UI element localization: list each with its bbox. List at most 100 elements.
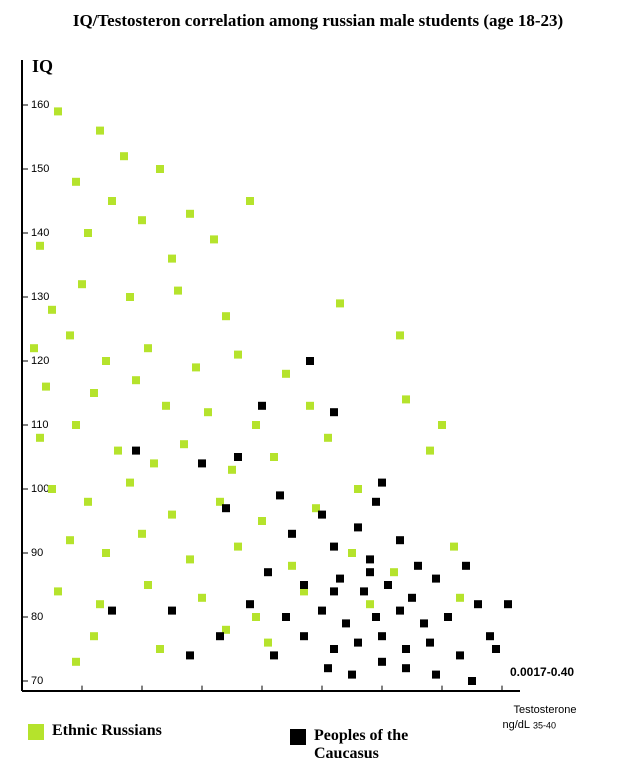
point <box>492 645 500 653</box>
point <box>90 389 98 397</box>
point <box>96 600 104 609</box>
point <box>258 517 266 525</box>
point <box>270 453 278 461</box>
point <box>120 152 128 161</box>
chart-title: IQ/Testosteron correlation among russian… <box>73 11 563 30</box>
point <box>264 638 272 647</box>
point <box>432 574 440 583</box>
point <box>426 446 434 455</box>
legend-label: Ethnic Russians <box>52 722 162 739</box>
point <box>378 478 386 487</box>
y-tick-label: 100 <box>31 483 49 495</box>
point <box>402 664 410 673</box>
point <box>288 561 296 570</box>
point <box>54 587 62 596</box>
x-axis-unit-range: 35-40 <box>533 720 556 730</box>
point <box>324 664 332 673</box>
point <box>360 587 368 596</box>
point <box>474 600 482 609</box>
point <box>300 581 308 589</box>
point <box>306 401 314 410</box>
point <box>222 504 230 513</box>
point <box>330 408 338 417</box>
point <box>66 536 74 545</box>
point <box>312 504 320 513</box>
point <box>144 581 152 589</box>
point <box>222 625 230 634</box>
point <box>354 523 362 532</box>
point <box>324 433 332 442</box>
y-tick-label: 160 <box>31 99 49 111</box>
point <box>78 280 86 289</box>
point <box>168 510 176 519</box>
point <box>354 485 362 493</box>
y-tick-label: 90 <box>31 547 43 559</box>
point <box>246 197 254 205</box>
point <box>132 446 140 455</box>
y-tick-label: 110 <box>31 419 49 431</box>
point <box>138 529 146 538</box>
point <box>420 619 428 628</box>
point <box>366 555 374 564</box>
point <box>336 299 344 308</box>
point <box>468 677 476 685</box>
y-axis-label: IQ <box>32 56 53 76</box>
point <box>504 600 512 609</box>
point <box>414 561 422 570</box>
point <box>390 568 398 577</box>
point <box>126 293 134 301</box>
legend-swatch <box>290 729 306 745</box>
y-tick-label: 80 <box>31 611 43 623</box>
point <box>342 619 350 628</box>
point <box>408 593 416 602</box>
point <box>174 286 182 295</box>
point <box>336 574 344 583</box>
point <box>162 401 170 410</box>
point <box>156 165 164 173</box>
point <box>150 459 158 468</box>
point <box>444 613 452 621</box>
point <box>330 587 338 596</box>
point <box>180 440 188 449</box>
x-axis-label: Testosterone <box>514 704 577 716</box>
point <box>348 670 356 679</box>
point <box>126 478 134 487</box>
point <box>84 229 92 237</box>
point <box>168 606 176 615</box>
point <box>306 357 314 365</box>
y-tick-label: 150 <box>31 163 49 175</box>
point <box>330 542 338 551</box>
point <box>234 453 242 461</box>
legend-label: Peoples of the Caucasus <box>314 727 409 762</box>
x-annotation: 0.0017-0.40 <box>510 665 574 679</box>
point <box>210 235 218 244</box>
point <box>192 363 200 372</box>
point <box>216 497 224 506</box>
point <box>48 485 56 493</box>
point <box>132 376 140 385</box>
point <box>354 638 362 647</box>
point <box>42 382 50 391</box>
point <box>198 459 206 468</box>
point <box>54 107 62 116</box>
point <box>396 606 404 615</box>
point <box>384 581 392 589</box>
y-tick-label: 70 <box>31 675 43 687</box>
point <box>186 209 194 218</box>
point <box>258 401 266 410</box>
point <box>252 421 260 429</box>
point <box>432 670 440 679</box>
point <box>486 632 494 641</box>
point <box>198 593 206 602</box>
point <box>228 465 236 474</box>
point <box>108 606 116 615</box>
point <box>396 536 404 545</box>
point <box>372 497 380 506</box>
legend-item: Ethnic Russians <box>28 722 228 740</box>
point <box>348 549 356 557</box>
point <box>168 254 176 263</box>
point <box>270 651 278 660</box>
point <box>318 606 326 615</box>
